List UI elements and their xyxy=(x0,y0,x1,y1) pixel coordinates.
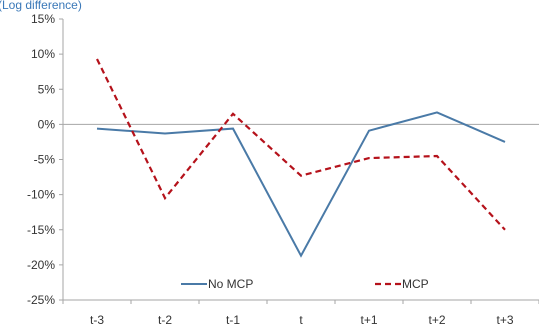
y-tick-label: 0% xyxy=(38,117,56,131)
x-tick-label: t-3 xyxy=(90,313,104,327)
x-tick-label: t+2 xyxy=(428,313,445,327)
series-lines xyxy=(96,58,506,258)
axes xyxy=(62,19,539,301)
series-line-no-mcp xyxy=(96,111,506,258)
y-tick-label: 10% xyxy=(31,47,55,61)
x-tick-label: t-2 xyxy=(158,313,172,327)
y-tick-label: 5% xyxy=(38,82,56,96)
series-line-mcp xyxy=(96,58,506,231)
x-tick-label: t+3 xyxy=(496,313,513,327)
y-tick-label: -15% xyxy=(27,223,55,237)
legend-label: MCP xyxy=(402,277,429,291)
y-tick-label: 15% xyxy=(31,12,55,26)
y-tick-label: -20% xyxy=(27,258,55,272)
y-tick-label: -5% xyxy=(34,153,56,167)
y-tick-label: -10% xyxy=(27,188,55,202)
x-axis-ticks: t-3 t-2 t-1 t t+1 t+2 t+3 xyxy=(62,300,539,327)
chart-subtitle: (Log difference) xyxy=(0,0,82,12)
x-tick-label: t xyxy=(299,313,303,327)
legend: No MCP MCP xyxy=(181,277,429,291)
x-tick-label: t+1 xyxy=(360,313,377,327)
y-axis-ticks: 15% 10% 5% 0% -5% -10% -15% -20% -25% xyxy=(27,12,63,307)
y-tick-label: -25% xyxy=(27,293,55,307)
x-tick-label: t-1 xyxy=(226,313,240,327)
legend-label: No MCP xyxy=(208,277,253,291)
